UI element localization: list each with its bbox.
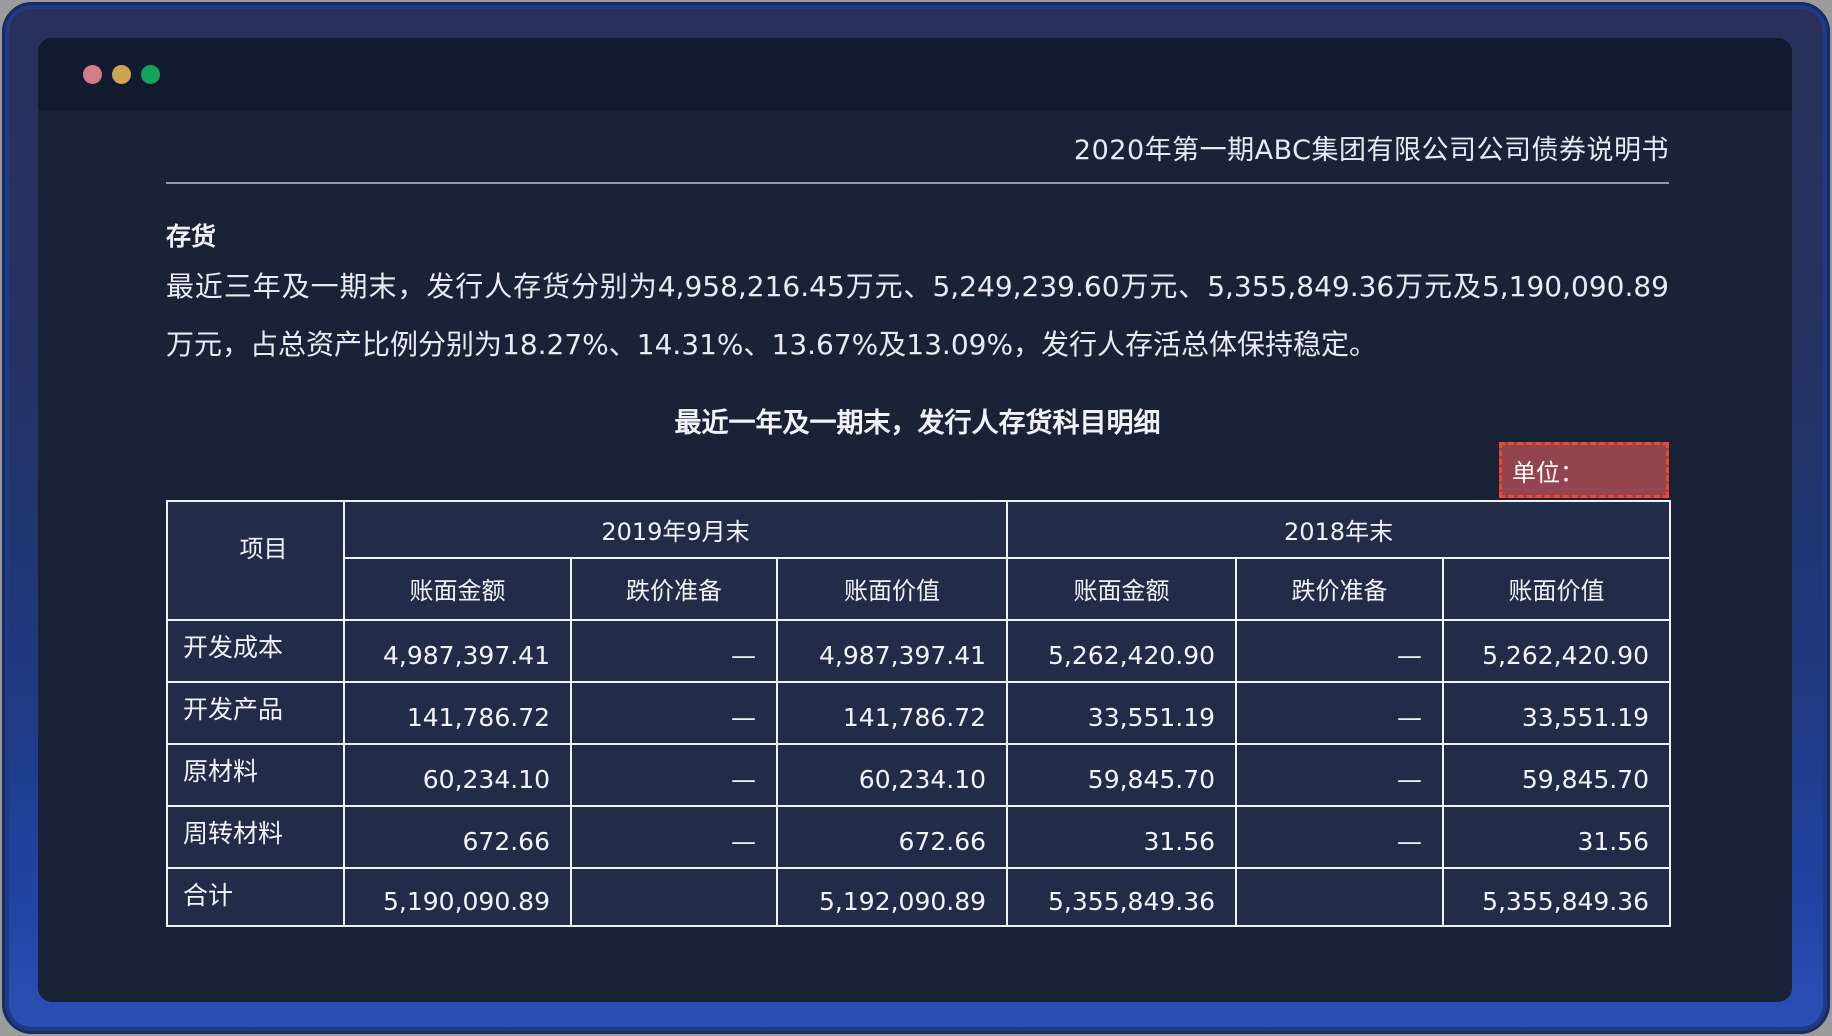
value-cell: —: [1235, 619, 1445, 683]
table-header-row-measures: 账面金额 跌价准备 账面价值 账面金额 跌价准备 账面价值: [167, 557, 1672, 621]
column-header-item: 项目: [166, 500, 345, 621]
document-content: 2020年第一期ABC集团有限公司公司债券说明书 存货 最近三年及一期末，发行人…: [38, 128, 1792, 927]
table-row: 周转材料 672.66 — 672.66 31.56 — 31.56: [166, 805, 1672, 869]
value-cell: 31.56: [1442, 805, 1672, 869]
table-title: 最近一年及一期末，发行人存货科目明细: [674, 408, 1161, 439]
column-group-2019: 2019年9月末: [342, 500, 1009, 559]
value-cell: —: [1235, 681, 1445, 745]
value-cell: 4,987,397.41: [343, 619, 572, 683]
value-cell: 60,234.10: [343, 743, 572, 807]
value-cell: 60,234.10: [775, 743, 1009, 807]
close-button[interactable]: [83, 64, 102, 84]
value-cell: 4,987,397.41: [775, 619, 1009, 683]
column-header: 账面价值: [775, 557, 1009, 621]
document-header-title: 2020年第一期ABC集团有限公司公司债券说明书: [1073, 135, 1669, 166]
table-row: 开发产品 141,786.72 — 141,786.72 33,551.19 —…: [166, 681, 1672, 745]
value-cell: 5,262,420.90: [1006, 619, 1238, 683]
value-cell: —: [570, 743, 778, 807]
unit-highlight-box: 单位：: [1499, 442, 1669, 498]
table-row: 原材料 60,234.10 — 60,234.10 59,845.70 — 59…: [166, 743, 1672, 807]
value-cell: 33,551.19: [1442, 681, 1672, 745]
row-label-cell: 合计: [166, 867, 345, 927]
section-heading: 存货: [166, 222, 217, 251]
row-label-cell: 原材料: [166, 743, 345, 807]
value-cell: —: [570, 619, 778, 683]
table-row-total: 合计 5,190,090.89 5,192,090.89 5,355,849.3…: [166, 867, 1672, 927]
column-header: 账面价值: [1442, 557, 1672, 621]
value-cell: —: [1235, 743, 1445, 807]
value-cell: 5,190,090.89: [343, 867, 572, 927]
maximize-button[interactable]: [141, 64, 160, 84]
value-cell: 672.66: [775, 805, 1009, 869]
row-label-cell: 开发成本: [166, 619, 345, 683]
value-cell: —: [570, 805, 778, 869]
table-row: 开发成本 4,987,397.41 — 4,987,397.41 5,262,4…: [166, 619, 1672, 683]
value-cell: 5,355,849.36: [1006, 867, 1238, 927]
inventory-table: 项目 2019年9月末 2018年末 账面金额 跌价准备 账面价值 账面金额 跌…: [166, 500, 1672, 927]
column-header: 跌价准备: [570, 557, 778, 621]
column-header: 跌价准备: [1235, 557, 1445, 621]
value-cell: 59,845.70: [1006, 743, 1238, 807]
header-divider: [166, 182, 1669, 184]
value-cell: 5,192,090.89: [775, 867, 1009, 927]
value-cell: 5,355,849.36: [1442, 867, 1672, 927]
column-group-2018: 2018年末: [1006, 500, 1672, 559]
column-header: 账面金额: [343, 557, 572, 621]
body-paragraph: 最近三年及一期末，发行人存货分别为4,958,216.45万元、5,249,23…: [166, 270, 1669, 361]
value-cell: 5,262,420.90: [1442, 619, 1672, 683]
unit-label: 单位：: [1512, 458, 1584, 487]
value-cell: 141,786.72: [343, 681, 572, 745]
value-cell: 33,551.19: [1006, 681, 1238, 745]
title-bar: [38, 38, 1792, 110]
value-cell: 141,786.72: [775, 681, 1009, 745]
column-header: 账面金额: [1006, 557, 1238, 621]
value-cell: [1235, 867, 1445, 927]
document-window: 2020年第一期ABC集团有限公司公司债券说明书 存货 最近三年及一期末，发行人…: [38, 38, 1792, 1002]
value-cell: 59,845.70: [1442, 743, 1672, 807]
value-cell: 31.56: [1006, 805, 1238, 869]
value-cell: 672.66: [343, 805, 572, 869]
minimize-button[interactable]: [112, 64, 131, 84]
row-label-cell: 周转材料: [166, 805, 345, 869]
table-header-row-periods: 项目 2019年9月末 2018年末: [166, 500, 1672, 621]
value-cell: —: [570, 681, 778, 745]
value-cell: —: [1235, 805, 1445, 869]
row-label-cell: 开发产品: [166, 681, 345, 745]
value-cell: [570, 867, 778, 927]
